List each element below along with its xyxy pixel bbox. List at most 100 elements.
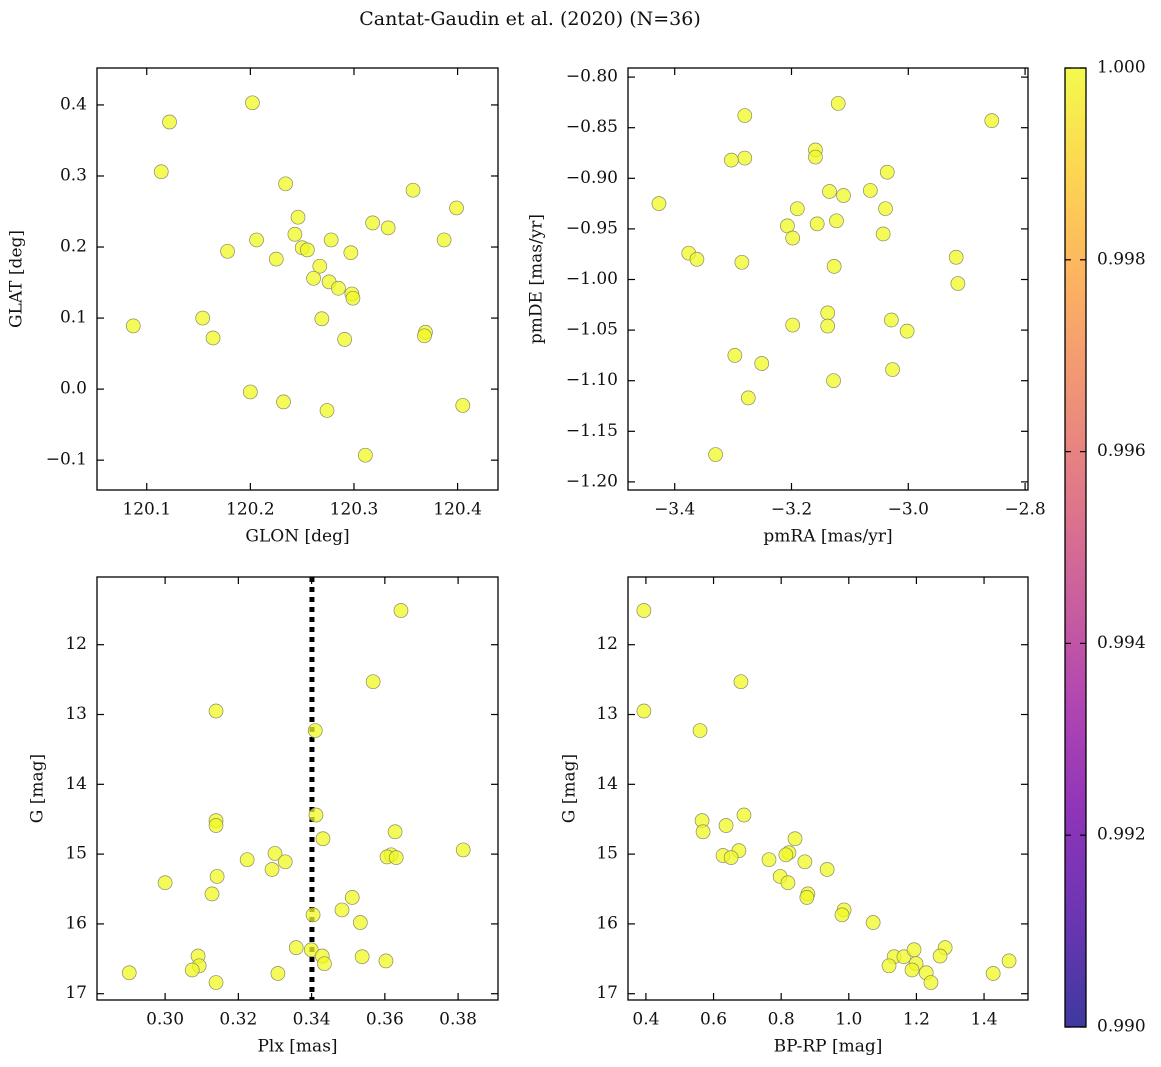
point: [906, 942, 922, 958]
y-tick-label: −0.80: [566, 67, 618, 87]
x-tick-label: −3.0: [888, 500, 929, 520]
point: [417, 328, 432, 344]
point: [797, 854, 813, 870]
x-tick-label: 0.4: [632, 1010, 659, 1030]
point: [312, 258, 328, 274]
y-tick-label: −0.1: [46, 450, 87, 470]
y-tick-label: −1.05: [566, 320, 618, 340]
point: [923, 975, 939, 990]
point: [896, 949, 912, 965]
y-tick-label: 12: [596, 634, 618, 654]
point: [785, 317, 801, 333]
x-tick-label: 120.3: [330, 500, 379, 520]
point: [799, 890, 815, 905]
y-tick-label: −1.15: [566, 421, 618, 441]
point: [820, 305, 836, 321]
point: [331, 280, 346, 296]
point: [205, 330, 221, 346]
point: [405, 182, 421, 198]
point: [932, 948, 948, 964]
y-tick-label: −0.95: [566, 218, 618, 238]
point: [378, 953, 394, 969]
point: [822, 184, 837, 199]
point: [780, 218, 795, 234]
point: [249, 232, 264, 248]
point: [208, 975, 224, 990]
x-tick-label: 0.38: [439, 1010, 477, 1030]
x-tick-label: 120.1: [122, 500, 171, 520]
point: [761, 852, 777, 868]
x-tick-label: 1.4: [971, 1010, 998, 1030]
x-tick-label: 1.2: [903, 1010, 930, 1030]
point: [862, 183, 878, 198]
y-tick-label: −0.85: [566, 117, 618, 137]
y-tick-label: −0.90: [566, 168, 618, 188]
colorbar-tick-label: 1.000: [1097, 58, 1146, 78]
point: [220, 243, 235, 259]
point: [737, 108, 753, 123]
point: [288, 940, 304, 955]
point: [449, 200, 464, 216]
x-tick-label: 120.4: [433, 500, 482, 520]
x-tick-label: −3.2: [771, 500, 812, 520]
y-tick-label: 16: [596, 913, 618, 933]
x-axis-label: Plx [mas]: [257, 1037, 337, 1057]
axes-frame: [96, 67, 499, 491]
point: [436, 232, 452, 248]
y-tick-label: −1.00: [566, 269, 618, 289]
point: [319, 403, 335, 418]
y-tick-label: −1.20: [566, 471, 618, 491]
axes-frame: [627, 67, 1029, 491]
point: [875, 226, 891, 242]
y-tick-label: 15: [65, 844, 87, 864]
point: [315, 831, 331, 847]
point: [314, 311, 330, 327]
y-axis-label: GLAT [deg]: [7, 230, 27, 328]
point: [984, 113, 1000, 128]
y-tick-label: 17: [596, 983, 618, 1003]
point: [299, 242, 315, 258]
point: [277, 854, 293, 870]
point: [885, 362, 900, 377]
point: [245, 95, 260, 111]
point: [352, 915, 368, 930]
point: [787, 831, 803, 847]
y-tick-label: 12: [65, 634, 87, 654]
point: [830, 96, 846, 111]
point: [209, 869, 225, 884]
point: [780, 875, 796, 891]
point: [307, 723, 323, 738]
point: [204, 886, 220, 902]
point: [878, 201, 893, 217]
point: [708, 447, 723, 462]
point: [740, 390, 756, 406]
point: [754, 356, 770, 371]
point: [695, 824, 711, 840]
point: [290, 209, 306, 225]
point: [380, 220, 396, 236]
point: [718, 818, 734, 833]
point: [904, 962, 920, 978]
y-tick-label: 0.3: [60, 165, 87, 185]
point: [950, 276, 966, 291]
x-tick-label: 1.0: [835, 1010, 862, 1030]
point: [264, 862, 280, 877]
point: [651, 196, 667, 211]
axes-frame: [627, 576, 1029, 1001]
y-tick-label: 15: [596, 844, 618, 864]
axes-frame: [96, 576, 499, 1001]
point: [388, 850, 404, 865]
point: [884, 312, 899, 328]
point: [689, 251, 705, 267]
point: [278, 176, 293, 192]
point: [727, 348, 743, 363]
point: [121, 965, 137, 981]
point: [733, 674, 749, 690]
y-tick-label: 17: [65, 983, 87, 1003]
colorbar-tick-label: 0.996: [1097, 441, 1146, 461]
x-axis-label: pmRA [mas/yr]: [763, 527, 892, 547]
x-tick-label: 0.34: [293, 1010, 331, 1030]
point: [157, 875, 173, 891]
point: [865, 915, 881, 930]
point: [736, 807, 752, 823]
